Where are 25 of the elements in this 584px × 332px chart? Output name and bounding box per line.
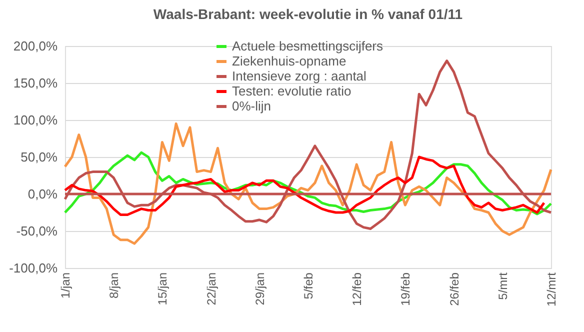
line-series: [64, 122, 552, 245]
x-tick-label: 19/feb: [398, 272, 413, 306]
x-tick-label: 5/mrt: [496, 272, 510, 300]
x-tick-label: 12/mrt: [544, 272, 558, 307]
x-tick-label: 26/feb: [447, 272, 462, 306]
x-tick-label: 5/feb: [302, 272, 316, 300]
x-tick-label: 1/jan: [58, 272, 72, 299]
legend-label: Testen: evolutie ratio: [232, 84, 352, 98]
y-tick-label: 0,0%: [28, 186, 58, 202]
y-tick-label: -100,0%: [9, 260, 58, 276]
legend-label: Ziekenhuis-opname: [232, 54, 346, 68]
legend-label: 0%-lijn: [232, 98, 272, 114]
chart-title: Waals-Brabant: week-evolutie in % vanaf 01/11: [153, 6, 463, 22]
y-tick-label: 150,0%: [13, 76, 58, 90]
y-tick-label: 200,0%: [13, 38, 58, 54]
y-tick-label: 50,0%: [20, 150, 58, 164]
x-tick-label: 8/jan: [107, 272, 122, 299]
x-tick-label: 22/jan: [204, 272, 218, 306]
y-tick-label: 100,0%: [13, 112, 58, 128]
legend-label: Intensieve zorg : aantal: [232, 68, 367, 84]
x-tick-label: 12/feb: [350, 272, 364, 306]
y-tick-label: -50,0%: [16, 224, 58, 238]
x-tick-label: 15/jan: [156, 272, 170, 306]
legend-label: Actuele besmettingscijfers: [232, 38, 384, 54]
x-tick-label: 29/jan: [252, 272, 267, 306]
